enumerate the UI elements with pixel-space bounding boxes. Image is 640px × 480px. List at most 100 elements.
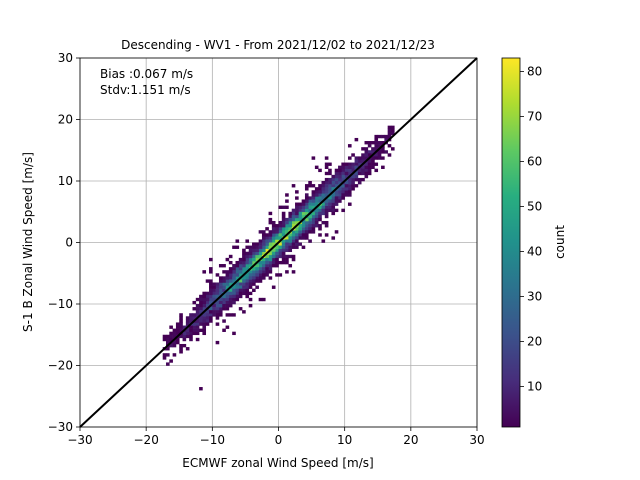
heatmap-cell — [338, 168, 342, 173]
heatmap-cell — [344, 165, 349, 169]
heatmap-cell — [205, 291, 210, 296]
heatmap-cell — [324, 211, 329, 216]
heatmap-cell — [288, 217, 293, 222]
heatmap-cell — [338, 190, 342, 194]
heatmap-cell — [354, 162, 359, 166]
heatmap-cell — [225, 294, 230, 299]
heatmap-cell — [311, 227, 316, 231]
heatmap-cell — [169, 334, 173, 339]
heatmap-cell — [255, 273, 259, 277]
heatmap-cell — [232, 285, 236, 289]
heatmap-cell — [238, 294, 243, 299]
heatmap-cell — [166, 340, 170, 345]
heatmap-cell — [228, 276, 233, 280]
heatmap-cell — [324, 205, 329, 209]
heatmap-cell — [268, 217, 273, 222]
heatmap-cell — [209, 300, 213, 305]
heatmap-cell — [314, 211, 319, 216]
heatmap-cell — [341, 168, 345, 173]
y-axis-label: S-1 B Zonal Wind Speed [m/s] — [21, 152, 35, 332]
heatmap-cell — [271, 251, 276, 256]
heatmap-cell — [175, 325, 180, 329]
heatmap-cell — [338, 181, 342, 185]
heatmap-cell — [222, 297, 226, 302]
heatmap-cell — [331, 174, 336, 179]
heatmap-cell — [328, 190, 332, 194]
heatmap-cell — [281, 260, 286, 265]
heatmap-cell — [275, 245, 279, 249]
heatmap-cell — [341, 196, 345, 200]
heatmap-cell — [235, 239, 240, 243]
heatmap-cell — [377, 141, 382, 145]
heatmap-cell — [218, 307, 223, 311]
heatmap-cell — [202, 319, 207, 323]
heatmap-cell — [172, 334, 177, 339]
heatmap-cell — [271, 233, 276, 237]
heatmap-cell — [258, 230, 263, 234]
heatmap-cell — [314, 220, 319, 225]
heatmap-cell — [367, 153, 372, 157]
heatmap-cell — [364, 171, 369, 176]
y-tick-label: −20 — [48, 359, 73, 373]
heatmap-cell — [248, 251, 253, 256]
heatmap-cell — [308, 220, 312, 225]
heatmap-cell — [248, 257, 253, 262]
heatmap-cell — [318, 227, 322, 231]
heatmap-cell — [321, 205, 326, 209]
heatmap-cell — [278, 233, 283, 237]
heatmap-cell — [242, 310, 246, 314]
heatmap-cell — [199, 322, 203, 326]
heatmap-cell — [242, 285, 246, 289]
heatmap-cell — [232, 297, 236, 302]
heatmap-cell — [371, 156, 375, 160]
heatmap-cell — [321, 202, 326, 206]
heatmap-cell — [328, 205, 332, 209]
heatmap-cell — [367, 168, 372, 173]
heatmap-cell — [278, 227, 283, 231]
x-tick-label: −30 — [67, 433, 92, 447]
heatmap-cell — [381, 141, 385, 145]
heatmap-cell — [285, 217, 289, 222]
heatmap-cell — [347, 177, 352, 182]
heatmap-cell — [179, 328, 183, 332]
heatmap-cell — [341, 165, 345, 169]
heatmap-cell — [189, 316, 193, 320]
heatmap-cell — [381, 147, 385, 151]
heatmap-cell — [225, 313, 230, 317]
heatmap-cell — [334, 230, 339, 234]
heatmap-cell — [232, 331, 236, 336]
x-tick-label: 10 — [337, 433, 352, 447]
heatmap-cell — [334, 181, 339, 185]
heatmap-cell — [298, 211, 302, 216]
heatmap-cell — [166, 353, 170, 357]
heatmap-cell — [371, 150, 375, 154]
heatmap-cell — [238, 270, 243, 274]
heatmap-cell — [318, 205, 322, 209]
heatmap-cell — [338, 187, 342, 191]
heatmap-cell — [298, 208, 302, 213]
heatmap-cell — [314, 217, 319, 222]
heatmap-cell — [347, 171, 352, 176]
heatmap-cell — [344, 171, 349, 176]
heatmap-cell — [314, 196, 319, 200]
heatmap-cell — [192, 313, 197, 317]
heatmap-cell — [318, 184, 322, 188]
heatmap-cell — [172, 353, 177, 357]
heatmap-cell — [334, 174, 339, 179]
heatmap-cell — [311, 214, 316, 219]
heatmap-cell — [185, 328, 190, 332]
heatmap-cell — [218, 285, 223, 289]
heatmap-cell — [275, 273, 279, 277]
heatmap-cell — [271, 230, 276, 234]
heatmap-cell — [258, 267, 263, 271]
heatmap-cell — [295, 239, 299, 243]
heatmap-cell — [291, 184, 296, 188]
heatmap-cell — [321, 211, 326, 216]
heatmap-cell — [278, 220, 283, 225]
heatmap-cell — [232, 276, 236, 280]
heatmap-cell — [291, 242, 296, 246]
heatmap-cell — [304, 211, 309, 216]
heatmap-cell — [354, 137, 359, 142]
heatmap-cell — [367, 150, 372, 154]
heatmap-cell — [248, 297, 253, 302]
